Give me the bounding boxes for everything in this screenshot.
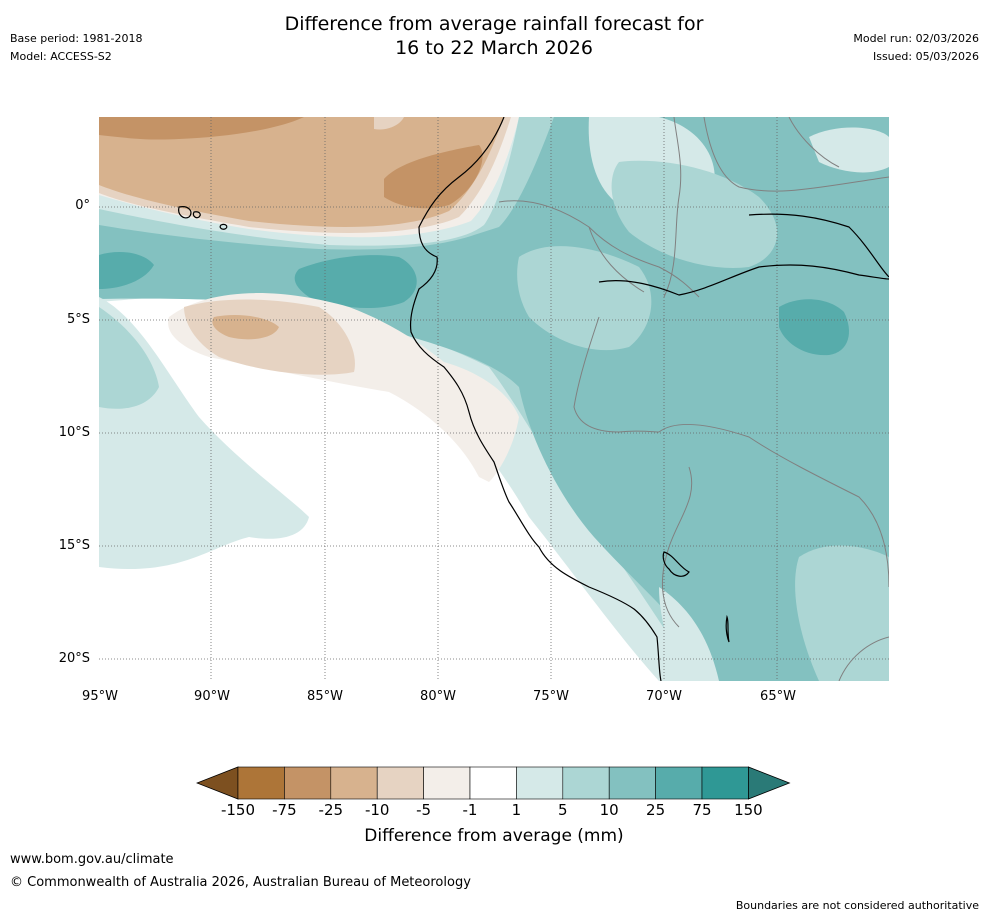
lon-label-95w: 95°W <box>82 689 118 704</box>
colorbar-tick-label: 5 <box>558 801 568 819</box>
colorbar-swatch <box>655 766 703 800</box>
coastline-lake-titicaca <box>662 551 690 577</box>
colorbar-tick-label: -10 <box>364 801 390 819</box>
lon-label-70w: 70°W <box>646 689 682 704</box>
chart-title: Difference from average rainfall forecas… <box>0 12 988 60</box>
colorbar-swatch <box>376 766 424 800</box>
coastline-island-3 <box>219 223 228 230</box>
coastline-lake-poopo <box>725 614 730 643</box>
colorbar-swatch <box>284 766 332 800</box>
lon-label-90w: 90°W <box>194 689 230 704</box>
gridlines <box>99 117 889 681</box>
lon-label-75w: 75°W <box>533 689 569 704</box>
coastlines <box>178 117 889 681</box>
colorbar-tick-label: 75 <box>692 801 712 819</box>
colorbar <box>195 766 792 800</box>
lon-label-65w: 65°W <box>760 689 796 704</box>
coastline-river-negro <box>748 213 889 278</box>
title-line-2: 16 to 22 March 2026 <box>395 37 593 59</box>
coastline-island-1 <box>178 206 192 219</box>
colorbar-tick-label: -1 <box>462 801 478 819</box>
lon-label-80w: 80°W <box>420 689 456 704</box>
colorbar-arrow-high <box>748 766 791 800</box>
lon-label-85w: 85°W <box>307 689 343 704</box>
contour-wet-pale-6 <box>659 587 719 681</box>
rainfall-map-svg <box>99 117 889 681</box>
colorbar-tick-label: 1 <box>511 801 522 819</box>
coastline-island-2 <box>192 211 201 219</box>
contour-dry-small <box>374 117 404 130</box>
lat-label-15s: 15°S <box>58 538 90 553</box>
colorbar-arrow-low <box>195 766 239 800</box>
colorbar-swatch <box>330 766 378 800</box>
contour-dry-south-10 <box>212 315 279 340</box>
colorbar-swatch <box>608 766 656 800</box>
footer-copyright: © Commonwealth of Australia 2026, Austra… <box>10 875 471 890</box>
colorbar-tick-label: -25 <box>318 801 344 819</box>
colorbar-swatch <box>562 766 610 800</box>
title-line-1: Difference from average rainfall forecas… <box>284 13 704 35</box>
contour-wet-pale-3 <box>611 160 778 268</box>
colorbar-svg <box>195 766 791 800</box>
contour-dry-25b <box>384 145 483 209</box>
issued-date: Issued: 05/03/2026 <box>872 50 979 63</box>
colorbar-tick-label: -150 <box>220 801 256 819</box>
colorbar-tick-label: -75 <box>272 801 297 819</box>
contour-wet-pale-5 <box>795 545 889 681</box>
rainfall-map <box>99 117 889 681</box>
lat-label-10s: 10°S <box>58 425 90 440</box>
contour-wet-25 <box>99 252 154 289</box>
colorbar-title: Difference from average (mm) <box>364 826 624 846</box>
lat-label-5s: 5°S <box>66 312 90 327</box>
country-boundaries <box>498 117 889 681</box>
base-period: Base period: 1981-2018 <box>10 32 143 45</box>
model-name: Model: ACCESS-S2 <box>10 50 112 63</box>
colorbar-swatch <box>469 766 517 800</box>
colorbar-tick-label: -5 <box>416 801 432 819</box>
footer-url[interactable]: www.bom.gov.au/climate <box>10 852 174 867</box>
contour-wet-25c <box>779 299 849 356</box>
contour-wet-sw-5 <box>99 307 159 409</box>
colorbar-tick-label: 150 <box>734 801 763 819</box>
colorbar-tick-label: 25 <box>646 801 666 819</box>
coastline-pacific <box>409 117 662 681</box>
colorbar-labels: -150 -75 -25 -10 -5 -1 1 5 10 25 75 150 <box>0 801 988 821</box>
model-run: Model run: 02/03/2026 <box>853 32 979 45</box>
footer-disclaimer: Boundaries are not considered authoritat… <box>735 899 979 912</box>
contour-dry-25 <box>99 117 304 140</box>
colorbar-swatch <box>423 766 471 800</box>
colorbar-swatch <box>701 766 749 800</box>
coastline-river-amazon <box>598 264 889 296</box>
lat-label-20s: 20°S <box>58 651 90 666</box>
lat-label-0: 0° <box>75 198 90 213</box>
colorbar-swatch <box>237 766 285 800</box>
colorbar-tick-label: 10 <box>599 801 619 819</box>
colorbar-swatch <box>516 766 564 800</box>
